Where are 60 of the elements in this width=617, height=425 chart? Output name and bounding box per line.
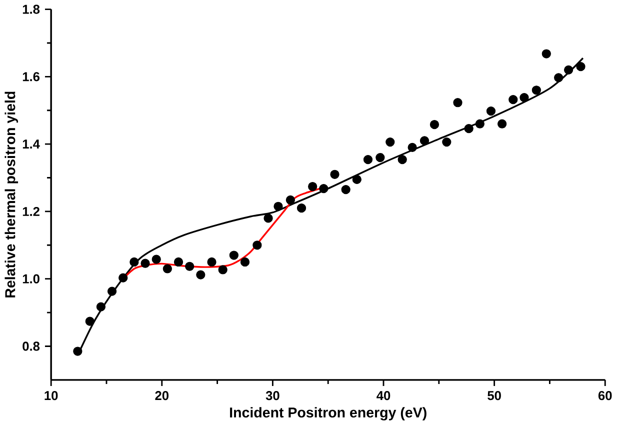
- point: [207, 257, 216, 266]
- point: [398, 154, 407, 164]
- y-tick-label: 1.0: [22, 274, 40, 284]
- point: [532, 85, 541, 95]
- y-tick-label: 1.4: [22, 140, 40, 148]
- point: [118, 273, 128, 282]
- x-tick-label: 20: [155, 390, 169, 400]
- point: [308, 182, 318, 191]
- x-tick-label: 60: [598, 390, 612, 400]
- point: [442, 137, 452, 147]
- point: [508, 94, 518, 104]
- y-tick-label: 0.8: [22, 342, 40, 351]
- point: [498, 119, 507, 128]
- point: [252, 240, 262, 250]
- point: [453, 98, 462, 108]
- point: [542, 49, 551, 58]
- point: [363, 154, 373, 164]
- point: [330, 170, 340, 179]
- x-tick-label: 30: [266, 390, 280, 400]
- point: [264, 214, 273, 223]
- point: [408, 142, 417, 152]
- point: [576, 62, 586, 72]
- point: [475, 119, 484, 128]
- point: [296, 203, 306, 213]
- point: [229, 250, 238, 260]
- point: [140, 258, 150, 268]
- point: [420, 136, 430, 146]
- y-tick-label: 1.2: [22, 206, 40, 216]
- point: [218, 265, 228, 274]
- point: [152, 254, 161, 264]
- point: [430, 120, 440, 129]
- x-tick-label: 50: [488, 390, 501, 400]
- point: [240, 257, 250, 266]
- point: [130, 257, 139, 266]
- point: [162, 264, 172, 274]
- point: [319, 184, 328, 194]
- point: [96, 302, 106, 312]
- point: [386, 137, 395, 147]
- point: [464, 124, 474, 134]
- x-tick-label: 40: [376, 390, 390, 400]
- point: [85, 316, 94, 326]
- point: [564, 65, 574, 74]
- point: [376, 152, 385, 162]
- point: [286, 195, 295, 204]
- point: [341, 184, 350, 194]
- x-axis-title: Incident Positron energy (eV): [230, 406, 426, 420]
- y-tick-label: 1.8: [22, 4, 40, 14]
- point: [185, 262, 194, 271]
- point: [520, 92, 529, 102]
- y-tick-label: 1.6: [22, 72, 40, 82]
- point: [352, 174, 362, 184]
- y-axis-title: Relative thermal positron yield: [4, 92, 18, 298]
- point: [174, 257, 184, 266]
- point: [73, 346, 82, 356]
- x-tick-label: 10: [44, 390, 58, 400]
- point: [274, 202, 283, 211]
- point: [196, 270, 206, 280]
- point: [486, 106, 496, 116]
- point: [107, 286, 117, 296]
- point: [554, 73, 564, 82]
